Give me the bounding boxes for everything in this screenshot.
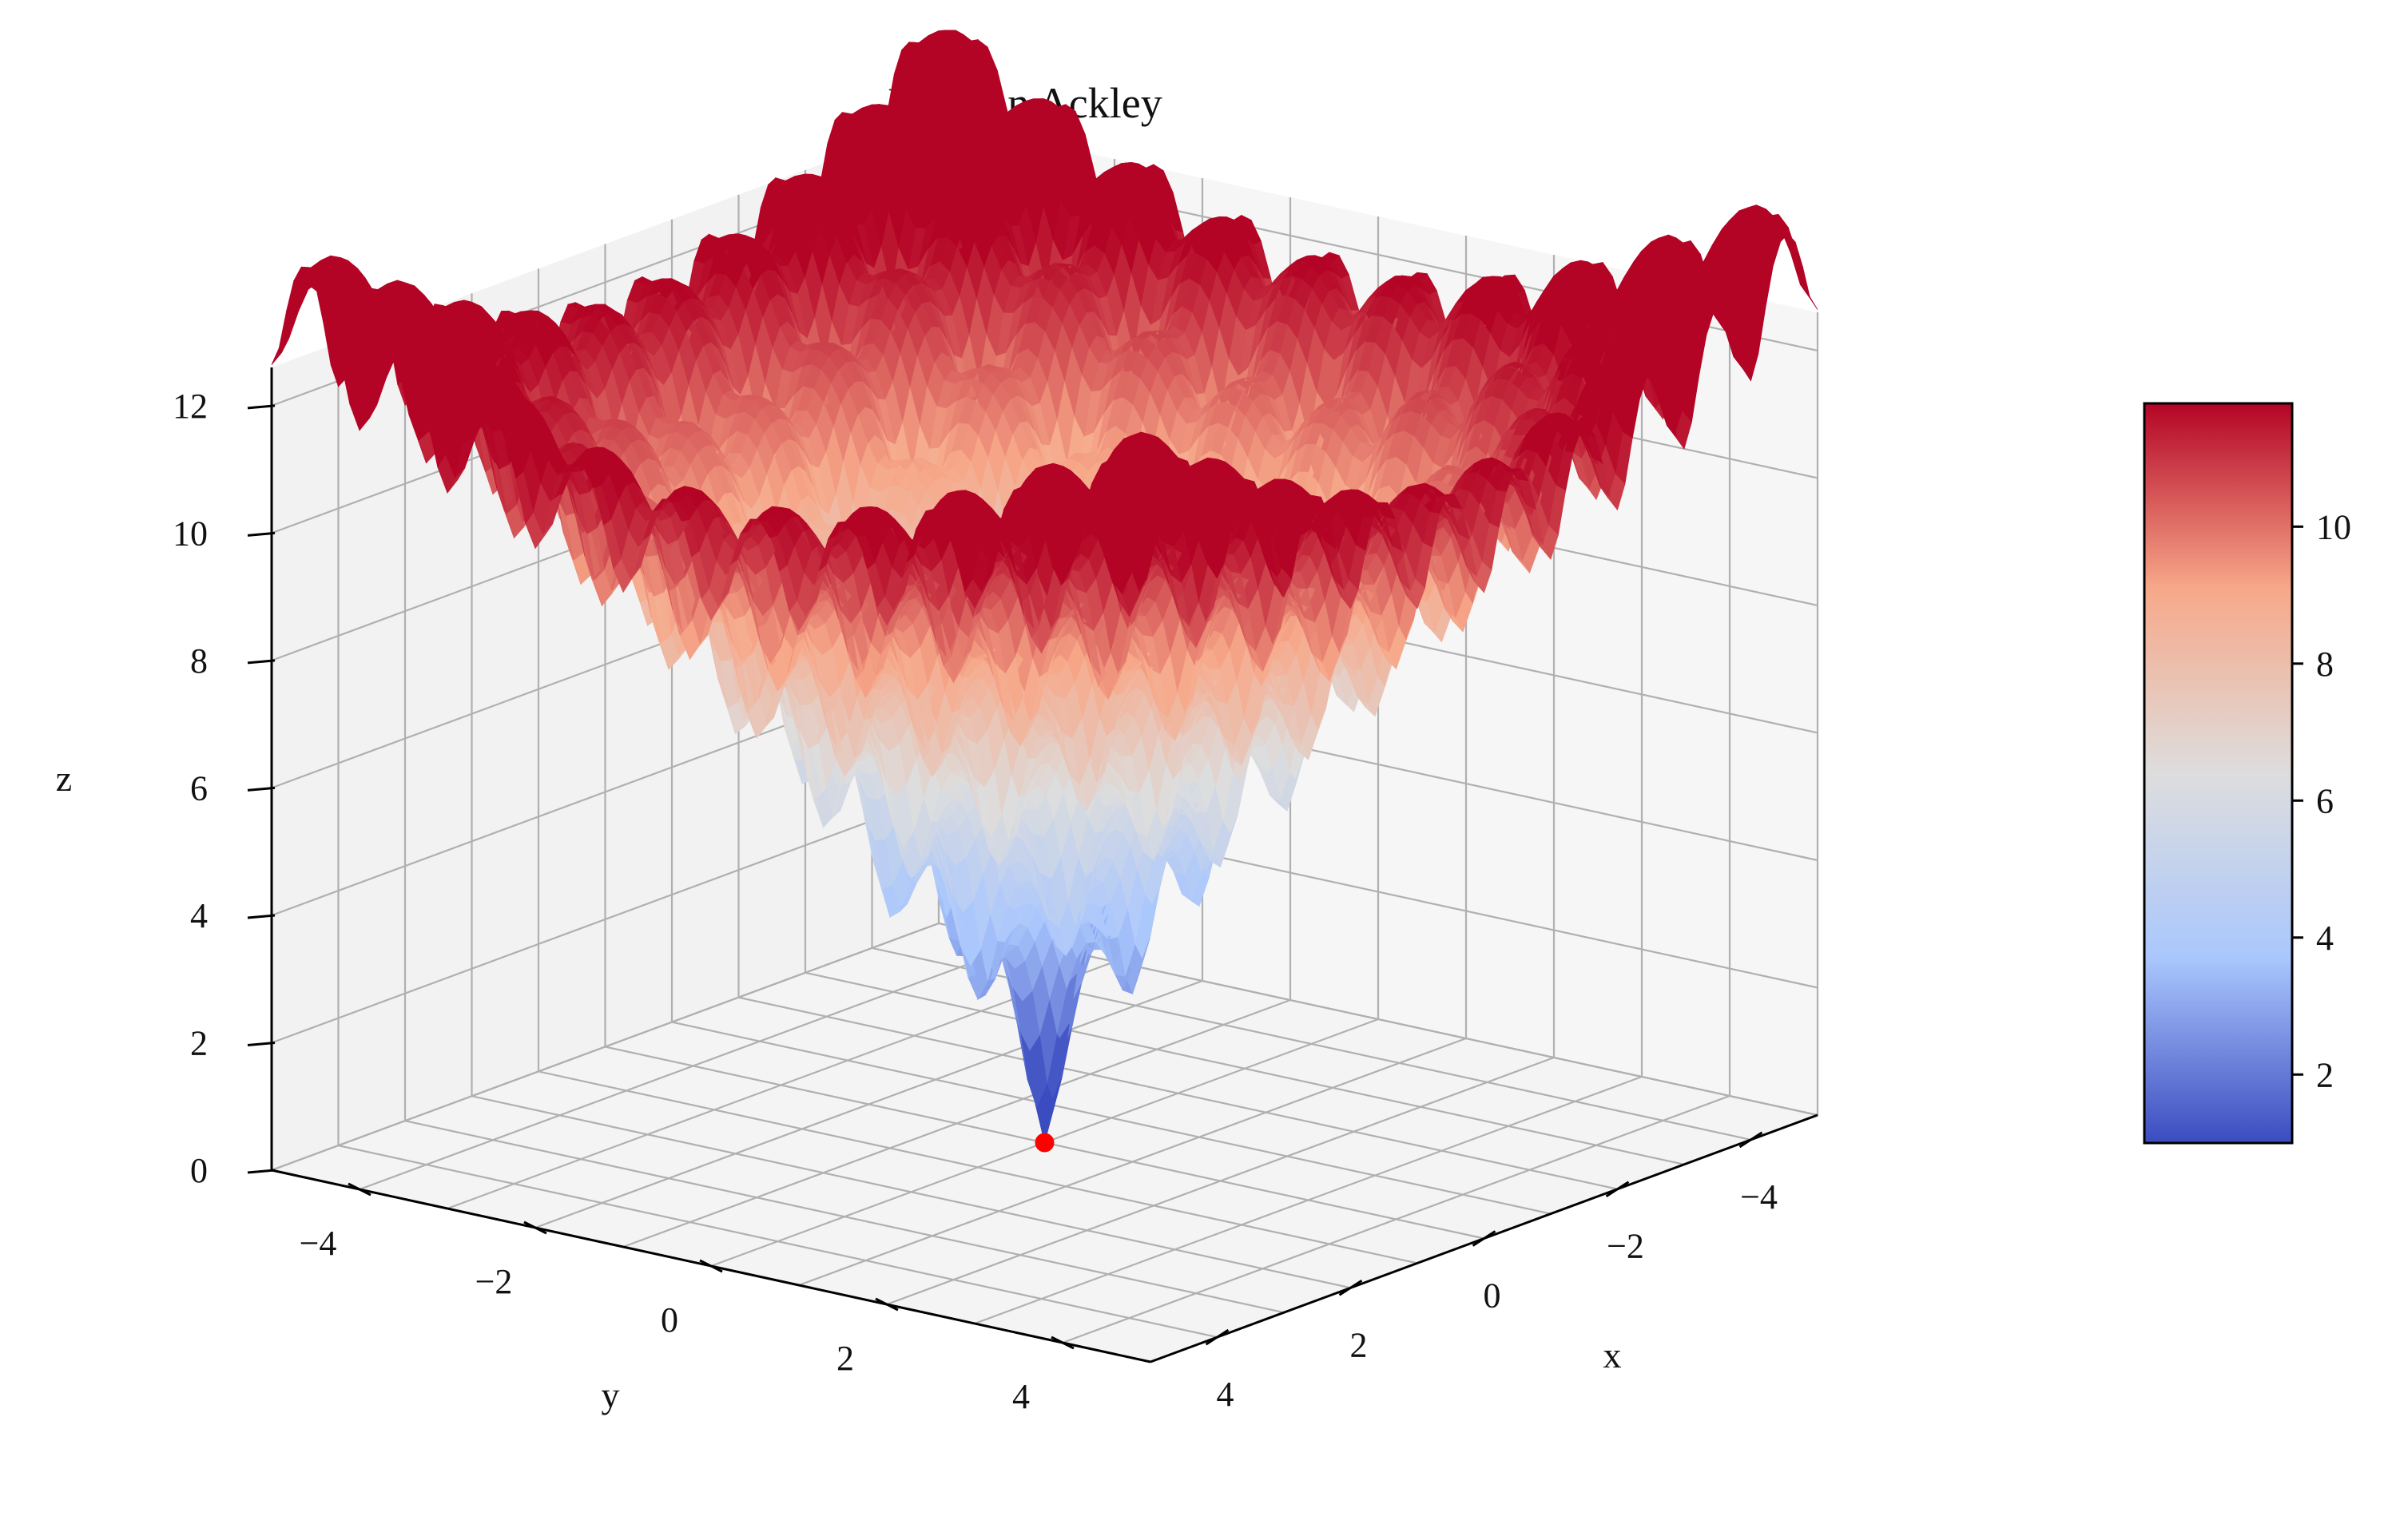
y-tick-label: 4 — [1012, 1377, 1030, 1416]
z-tick-label: 4 — [190, 896, 208, 935]
z-tick-label: 10 — [173, 514, 208, 553]
y-tick-label: −4 — [300, 1224, 337, 1263]
x-tick-label: 4 — [1217, 1375, 1234, 1414]
x-tick — [1738, 1131, 1763, 1149]
y-tick — [875, 1297, 899, 1312]
y-tick-label: −2 — [475, 1262, 513, 1301]
y-tick — [348, 1182, 372, 1197]
y-tick-label: 0 — [661, 1300, 678, 1340]
x-tick-label: 0 — [1484, 1276, 1501, 1316]
z-tick-label: 8 — [190, 641, 208, 681]
y-tick — [1051, 1336, 1075, 1350]
z-tick — [247, 1169, 276, 1174]
z-tick — [247, 914, 276, 919]
z-tick — [247, 659, 276, 665]
x-tick-label: 2 — [1350, 1325, 1368, 1364]
x-tick — [1472, 1230, 1496, 1247]
z-tick — [247, 786, 276, 792]
x-tick — [1338, 1280, 1363, 1296]
z-tick-label: 2 — [190, 1023, 208, 1062]
y-tick — [699, 1259, 723, 1273]
x-tick-label: −4 — [1740, 1177, 1778, 1217]
x-tick-label: −2 — [1607, 1227, 1644, 1266]
y-tick-label: 2 — [836, 1339, 854, 1378]
ackley-surface — [271, 30, 1818, 1143]
axis-lines: −4 −2 0 2 4 −4 −2 0 2 4 0 2 4 6 8 10 12 — [173, 367, 1818, 1416]
y-tick — [523, 1220, 547, 1235]
x-tick — [1205, 1328, 1230, 1346]
z-tick — [247, 404, 276, 410]
x-tick — [1605, 1181, 1630, 1197]
z-tick — [247, 1041, 276, 1046]
z-tick-label: 12 — [173, 387, 208, 426]
z-tick-label: 0 — [190, 1151, 208, 1190]
gridline-z — [271, 922, 1818, 1172]
z-tick-label: 6 — [190, 768, 208, 808]
z-tick — [247, 531, 276, 537]
